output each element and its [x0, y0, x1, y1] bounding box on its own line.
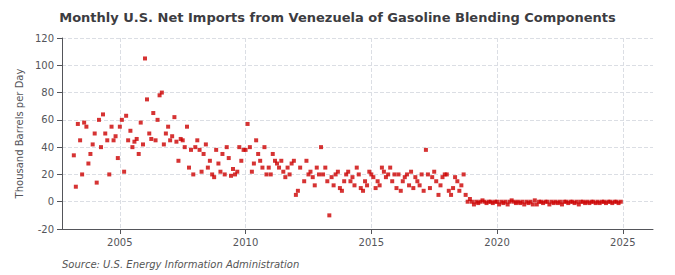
svg-text:2010: 2010 — [233, 237, 258, 248]
svg-text:2025: 2025 — [610, 237, 635, 248]
svg-text:2020: 2020 — [484, 237, 509, 248]
svg-text:2015: 2015 — [359, 237, 384, 248]
svg-text:Monthly U.S. Net Imports from: Monthly U.S. Net Imports from Venezuela … — [59, 10, 616, 25]
svg-text:2005: 2005 — [107, 237, 132, 248]
svg-text:Thousand Barrels per Day: Thousand Barrels per Day — [14, 69, 25, 200]
svg-text:80: 80 — [41, 87, 54, 98]
svg-text:0: 0 — [48, 196, 54, 207]
svg-text:100: 100 — [35, 60, 54, 71]
svg-text:40: 40 — [41, 142, 54, 153]
svg-text:20: 20 — [41, 169, 54, 180]
svg-text:120: 120 — [35, 33, 54, 44]
svg-text:60: 60 — [41, 114, 54, 125]
svg-text:-20: -20 — [38, 224, 54, 235]
svg-text:Source: U.S. Energy Informatio: Source: U.S. Energy Information Administ… — [62, 259, 299, 270]
